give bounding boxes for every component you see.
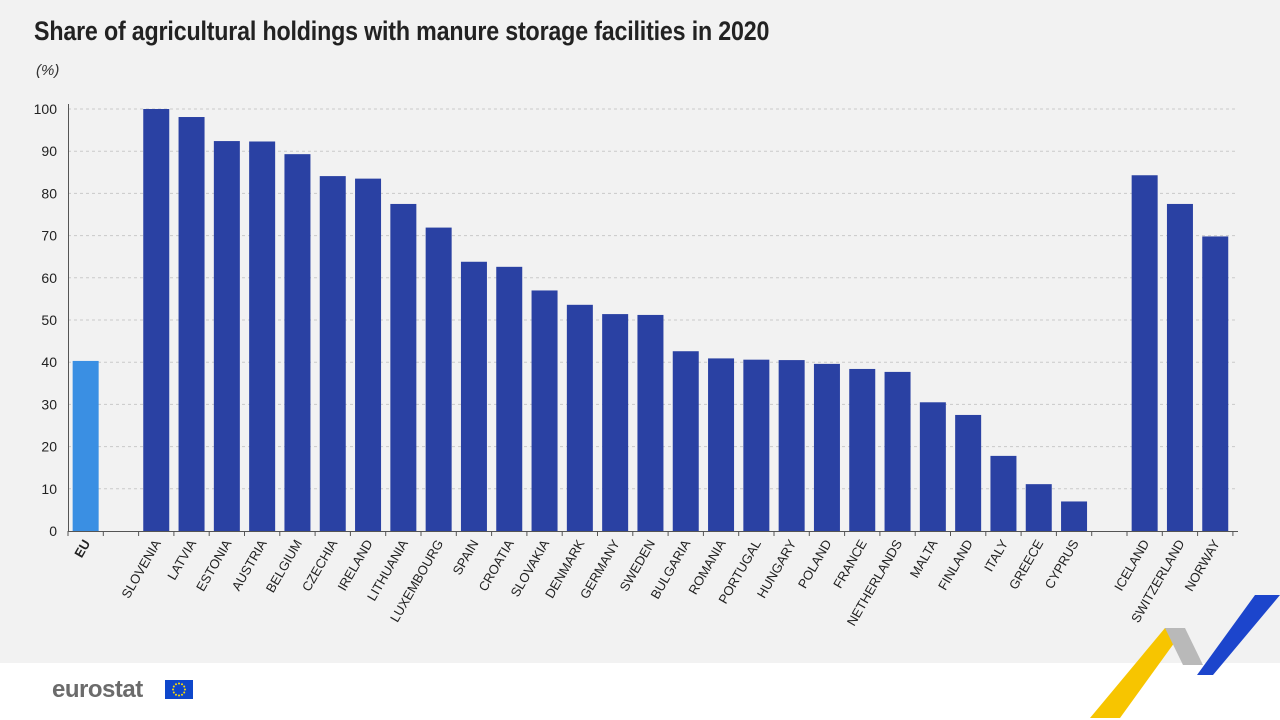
bar-eu (72, 360, 99, 531)
x-tick-label: ITALY (981, 537, 1011, 574)
y-tick-label: 80 (41, 185, 57, 201)
bar-luxembourg (425, 227, 452, 531)
y-tick-label: 60 (41, 270, 57, 286)
bar-poland (813, 363, 840, 531)
bar-iceland (1131, 175, 1158, 531)
bar-ireland (355, 178, 382, 531)
decorative-chevron-graphic (1090, 595, 1280, 718)
bar-greece (1025, 484, 1052, 531)
eu-flag-icon (165, 680, 193, 699)
y-tick-label: 0 (49, 523, 57, 539)
x-tick-label: CYPRUS (1042, 537, 1082, 592)
x-tick-label: POLAND (795, 537, 835, 591)
bar-denmark (566, 304, 593, 531)
bar-estonia (213, 141, 240, 531)
y-tick-label: 10 (41, 481, 57, 497)
y-tick-label: 20 (41, 439, 57, 455)
eurostat-logo: eurostat (52, 676, 143, 703)
bar-slovakia (531, 290, 558, 531)
footer (0, 663, 1280, 720)
x-tick-label: NORWAY (1181, 537, 1223, 594)
bar-latvia (178, 117, 205, 531)
x-tick-label: FRANCE (830, 537, 870, 591)
y-tick-label: 50 (41, 312, 57, 328)
bar-sweden (637, 314, 664, 531)
bar-austria (249, 141, 276, 531)
y-tick-label: 30 (41, 396, 57, 412)
bar-finland (955, 414, 982, 531)
bar-switzerland (1166, 203, 1193, 531)
bar-cyprus (1061, 501, 1088, 531)
bar-czechia (319, 176, 346, 531)
bar-romania (708, 358, 735, 531)
y-tick-label: 70 (41, 228, 57, 244)
bar-croatia (496, 266, 523, 531)
chart-title: Share of agricultural holdings with manu… (34, 16, 770, 46)
x-tick-label: FINLAND (935, 537, 976, 593)
y-tick-label: 100 (34, 101, 58, 117)
bar-malta (919, 402, 946, 531)
x-tick-label: EU (71, 537, 93, 560)
y-tick-label: 40 (41, 354, 57, 370)
x-tick-label: LATVIA (164, 537, 199, 583)
bar-italy (990, 455, 1017, 531)
bar-france (849, 368, 876, 531)
bar-germany (602, 314, 629, 531)
x-tick-label: SPAIN (450, 537, 482, 577)
bar-bulgaria (672, 351, 699, 531)
bar-hungary (778, 360, 805, 531)
y-axis-unit: (%) (36, 62, 60, 79)
bar-lithuania (390, 203, 417, 531)
x-tick-label: SLOVENIA (118, 537, 164, 601)
x-tick-label: GREECE (1006, 537, 1047, 592)
bar-belgium (284, 154, 311, 532)
bar-netherlands (884, 371, 911, 531)
y-tick-label: 90 (41, 143, 57, 159)
x-tick-label: MALTA (907, 537, 941, 581)
bar-portugal (743, 359, 770, 531)
bar-slovenia (143, 109, 170, 531)
bar-spain (460, 261, 487, 531)
bar-norway (1202, 236, 1229, 531)
